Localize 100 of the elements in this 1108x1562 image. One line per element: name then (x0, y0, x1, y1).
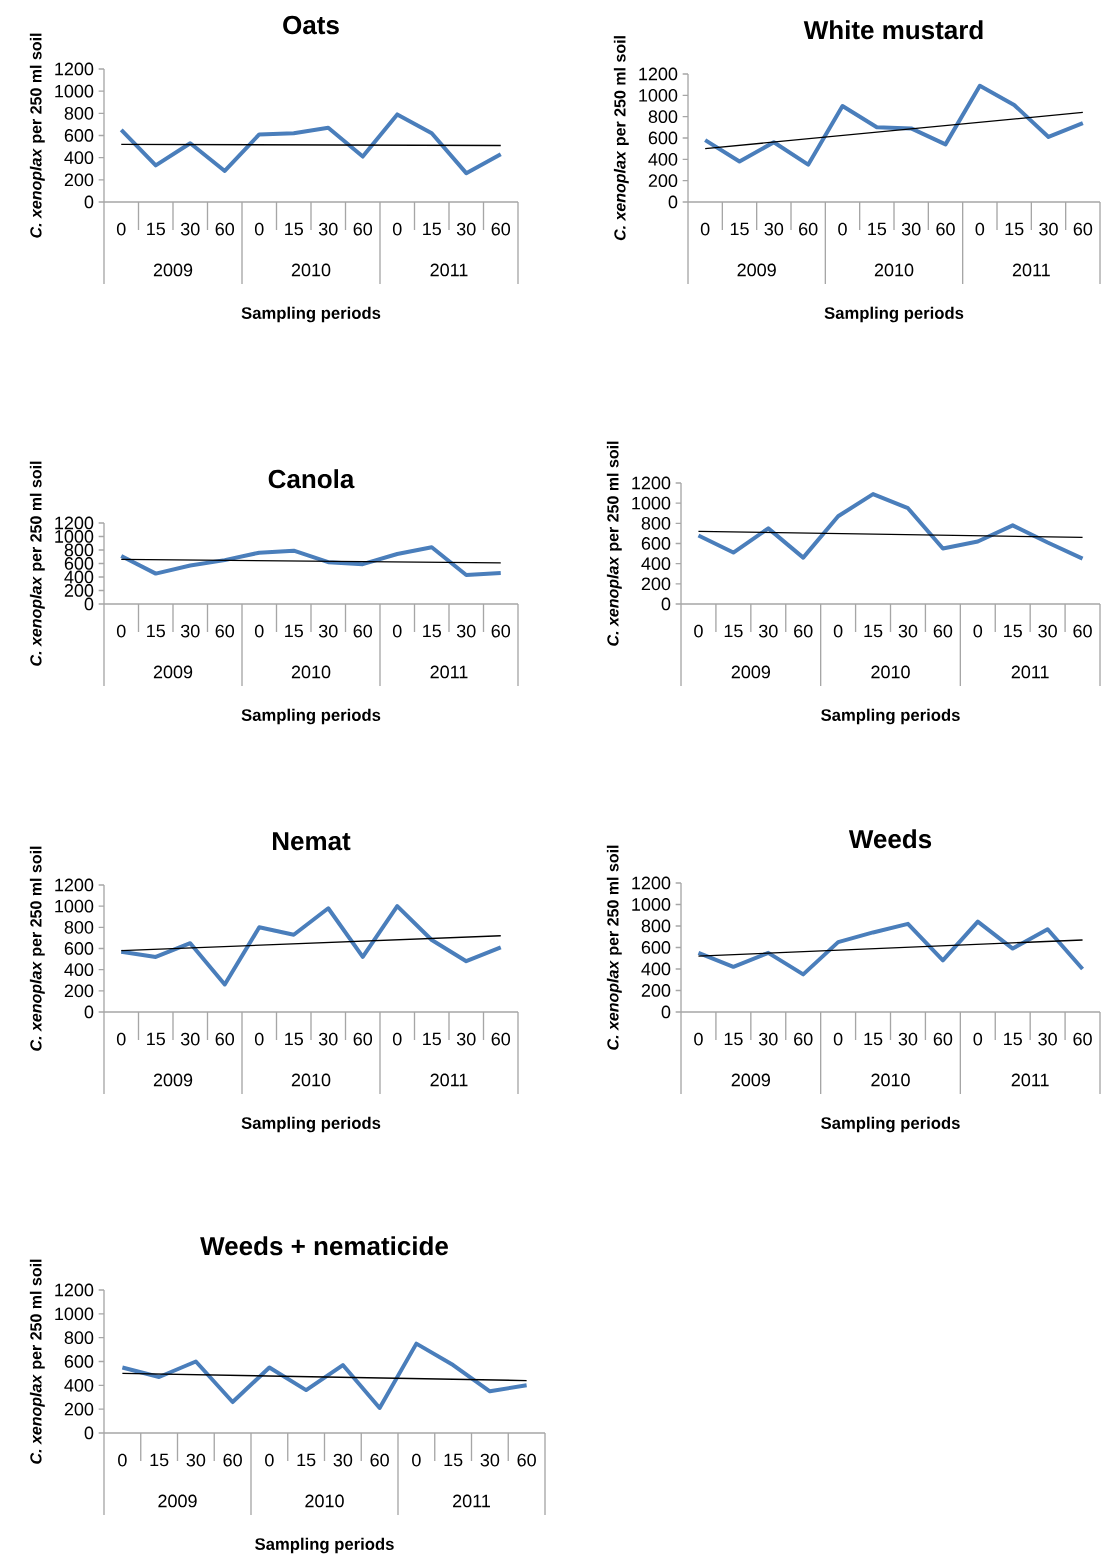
x-tick-label: 0 (254, 222, 264, 236)
y-tick-label: 1200 (639, 67, 678, 81)
y-tick-label: 1200 (55, 1283, 94, 1297)
x-tick-label: 0 (975, 222, 985, 236)
x-tick-label: 15 (868, 222, 887, 236)
y-tick-label: 200 (641, 577, 671, 591)
x-tick-label: 30 (480, 1453, 500, 1467)
x-tick-label: 30 (456, 222, 476, 236)
y-tick-label: 1000 (632, 496, 671, 510)
x-tick-label: 15 (423, 624, 442, 638)
x-axis-title: Sampling periods (255, 1537, 394, 1554)
y-tick-label: 1000 (55, 899, 94, 913)
y-tick-label: 1000 (55, 84, 94, 98)
chart-title: Weeds (848, 829, 932, 849)
y-tick-label: 400 (64, 963, 94, 977)
x-axis-title: Sampling periods (241, 1116, 381, 1133)
x-tick-label: 0 (833, 1032, 843, 1046)
x-axis-title: Sampling periods (821, 708, 960, 725)
x-tick-label: 15 (147, 222, 166, 236)
x-tick-label: 15 (864, 624, 883, 638)
y-tick-label: 800 (641, 516, 671, 530)
x-axis-title: Sampling periods (821, 1116, 960, 1133)
text: 2011 (430, 263, 468, 277)
y-axis-title: C. xenoplax per 250 ml soil (606, 441, 622, 646)
text: 2009 (731, 1073, 770, 1087)
x-tick-label: 15 (147, 624, 166, 638)
text: 2011 (430, 665, 468, 679)
line-series (119, 904, 503, 987)
x-tick-label: 15 (285, 624, 304, 638)
x-tick-label: 30 (180, 624, 200, 638)
text: 2011 (453, 1494, 490, 1508)
x-tick-label: 15 (444, 1453, 463, 1467)
x-tick-label: 15 (150, 1453, 169, 1467)
x-tick-label: 30 (1039, 222, 1058, 236)
x-tick-label: 15 (730, 222, 749, 236)
text: 2011 (1011, 1073, 1049, 1087)
x-tick-label: 0 (116, 222, 126, 236)
x-tick-label: 15 (285, 222, 304, 236)
x-tick-label: 60 (491, 222, 511, 236)
line-series (703, 83, 1085, 167)
y-tick-label: 200 (64, 1402, 94, 1416)
y-tick-label: 1000 (55, 530, 94, 543)
x-tick-label: 15 (724, 1032, 743, 1046)
x-tick-label: 30 (758, 1032, 778, 1046)
y-tick-label: 0 (661, 597, 671, 611)
x-tick-label: 30 (318, 222, 338, 236)
x-tick-label: 0 (118, 1453, 127, 1467)
y-tick-label: 0 (84, 597, 94, 611)
y-tick-label: 600 (64, 1355, 94, 1368)
line-series (696, 919, 1085, 977)
text: 2009 (153, 1073, 193, 1087)
x-tick-label: 15 (423, 1032, 442, 1046)
y-tick-label: 600 (648, 131, 678, 145)
y-tick-label: 0 (84, 1005, 94, 1019)
line-series (696, 492, 1085, 561)
x-tick-label: 30 (898, 624, 918, 638)
x-tick-label: 0 (694, 1032, 703, 1046)
x-tick-label: 0 (973, 624, 983, 638)
y-tick-label: 400 (64, 1378, 94, 1392)
y-tick-label: 400 (64, 570, 94, 584)
y-tick-label: 200 (64, 984, 94, 998)
y-tick-label: 800 (64, 1331, 94, 1345)
y-tick-label: 800 (64, 543, 94, 557)
text: 2010 (291, 665, 331, 679)
text: 2009 (153, 263, 193, 277)
y-tick-label: 1200 (55, 62, 94, 76)
y-tick-label: 600 (64, 942, 94, 955)
x-tick-label: 15 (147, 1032, 166, 1046)
x-tick-label: 30 (180, 1032, 200, 1046)
text: 2009 (158, 1494, 197, 1508)
x-tick-label: 30 (186, 1453, 206, 1467)
x-tick-label: 30 (456, 624, 476, 638)
x-tick-label: 15 (1004, 1032, 1022, 1046)
y-tick-label: 1000 (55, 1307, 94, 1321)
x-tick-label: 0 (116, 624, 126, 638)
x-tick-label: 15 (1005, 222, 1024, 236)
y-tick-label: 800 (64, 920, 94, 934)
y-tick-label: 0 (84, 195, 94, 209)
x-tick-label: 15 (864, 1032, 883, 1046)
x-tick-label: 0 (838, 222, 847, 236)
y-tick-label: 200 (64, 173, 94, 187)
x-axis-title: Sampling periods (824, 306, 964, 323)
x-tick-label: 30 (901, 222, 921, 236)
text: 2010 (874, 263, 914, 277)
text: 2009 (737, 263, 776, 277)
x-tick-label: 60 (215, 1032, 235, 1046)
y-tick-label: 200 (648, 174, 678, 188)
x-axis-title: Sampling periods (241, 306, 381, 323)
x-tick-label: 60 (215, 222, 235, 236)
line-series (120, 1341, 529, 1410)
chart-title: White mustard (803, 20, 983, 40)
x-tick-label: 30 (333, 1453, 353, 1467)
x-tick-label: 60 (370, 1453, 389, 1467)
x-tick-label: 0 (392, 1032, 402, 1046)
x-tick-label: 30 (1038, 624, 1057, 638)
x-tick-label: 0 (392, 222, 402, 236)
y-tick-label: 400 (641, 962, 671, 976)
x-tick-label: 60 (517, 1453, 536, 1467)
y-tick-label: 1200 (55, 878, 94, 892)
y-tick-label: 800 (64, 106, 94, 120)
